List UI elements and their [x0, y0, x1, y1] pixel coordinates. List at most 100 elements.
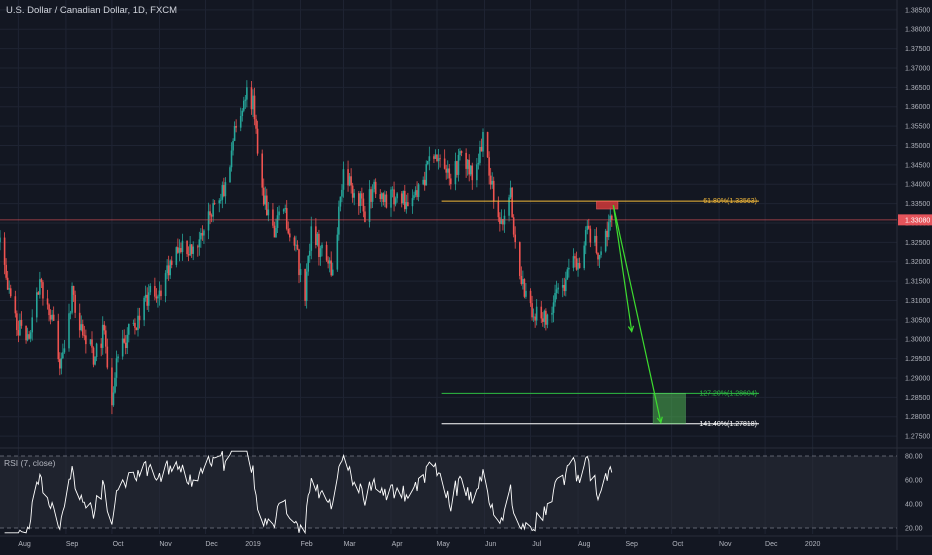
drawings[interactable]: 61.80%(1.33563) 127.20%(1.28604) 141.40%(1…: [0, 198, 897, 428]
candle-body: [574, 256, 576, 259]
candle: [511, 186, 513, 218]
price-tick-label: 1.32500: [905, 240, 930, 247]
candle-body: [479, 146, 481, 163]
candle-body: [59, 359, 61, 369]
candle-body: [469, 165, 472, 175]
candle: [531, 295, 533, 321]
candle-body: [262, 187, 265, 205]
candle-body: [535, 306, 538, 321]
price-axis[interactable]: 1.38500 1.38000 1.37500 1.37000 1.36500 1.360…: [898, 7, 932, 533]
candle: [492, 176, 495, 209]
candle: [402, 190, 405, 205]
candle: [278, 205, 280, 221]
candle-body: [488, 157, 490, 176]
candle: [287, 221, 290, 235]
candle-body: [509, 187, 512, 198]
candle-body: [149, 286, 152, 293]
candle-body: [407, 202, 409, 207]
candle: [446, 160, 449, 179]
time-tick-label: Sep: [66, 541, 79, 548]
candle-body: [497, 201, 500, 218]
candle: [177, 238, 179, 254]
candle-body: [37, 292, 40, 295]
candle: [321, 242, 323, 257]
candle-body: [307, 255, 309, 272]
candle-body: [566, 269, 569, 280]
candle-body: [287, 228, 290, 234]
candle: [284, 204, 286, 214]
candle: [396, 192, 398, 203]
rsi-line: [4, 450, 613, 535]
candle: [465, 148, 467, 178]
candle-body: [166, 265, 168, 274]
candle: [598, 254, 601, 269]
candle: [606, 221, 608, 247]
time-tick-label: Nov: [159, 541, 172, 548]
candle: [255, 114, 257, 134]
candle-body: [78, 312, 81, 331]
candle: [209, 204, 211, 225]
candle: [328, 257, 331, 273]
candle-body: [543, 310, 546, 322]
candle: [59, 352, 61, 376]
time-tick-label: Dec: [765, 541, 778, 548]
candle-body: [445, 168, 447, 173]
candle-body: [572, 256, 575, 268]
candle: [342, 161, 345, 198]
candle: [164, 270, 167, 303]
candle: [512, 214, 515, 238]
candle-body: [561, 284, 564, 288]
candle-body: [135, 327, 138, 331]
candle-body: [552, 302, 555, 313]
candle-body: [181, 240, 184, 253]
candle-body: [437, 158, 440, 162]
candle: [106, 338, 109, 370]
candle-body: [218, 200, 221, 204]
candles[interactable]: [0, 80, 613, 415]
candle-body: [198, 239, 201, 248]
candle-body: [531, 303, 533, 318]
candle: [370, 186, 372, 209]
candle-body: [143, 297, 145, 321]
candle: [381, 192, 383, 207]
candle-body: [186, 240, 188, 255]
price-tick-label: 1.31000: [905, 298, 930, 305]
candle: [535, 299, 538, 326]
candle-body: [285, 208, 288, 229]
candle-body: [197, 246, 199, 248]
rsi-panel[interactable]: [0, 450, 897, 535]
candle: [203, 229, 205, 244]
candle-body: [577, 263, 579, 270]
candle-body: [609, 215, 612, 223]
candle: [8, 280, 10, 294]
candle: [373, 179, 375, 193]
candle: [261, 149, 263, 196]
candle: [114, 372, 116, 394]
candle: [121, 329, 124, 360]
candle: [149, 283, 152, 296]
candle: [25, 325, 27, 344]
rsi-tick-label: 60.00: [905, 478, 923, 485]
candle-body: [112, 392, 115, 406]
candle: [71, 282, 73, 315]
time-axis[interactable]: Aug Sep Oct Nov Dec 2019 Feb Mar Apr May Jun Jul Aug…: [18, 541, 820, 548]
candle: [385, 191, 388, 209]
candle-body: [353, 193, 355, 198]
candle-body: [499, 217, 501, 224]
candle: [192, 241, 194, 261]
candle: [466, 159, 469, 176]
candle-body: [382, 193, 385, 203]
candle-body: [187, 254, 190, 256]
candle: [100, 338, 102, 357]
candle-body: [512, 217, 515, 235]
candle: [519, 241, 521, 280]
candle-body: [362, 198, 365, 212]
candle: [445, 164, 447, 180]
candle-body: [121, 338, 124, 357]
candle-body: [305, 271, 308, 301]
candle: [52, 306, 55, 321]
candle-body: [296, 244, 299, 250]
candle-body: [589, 228, 592, 243]
